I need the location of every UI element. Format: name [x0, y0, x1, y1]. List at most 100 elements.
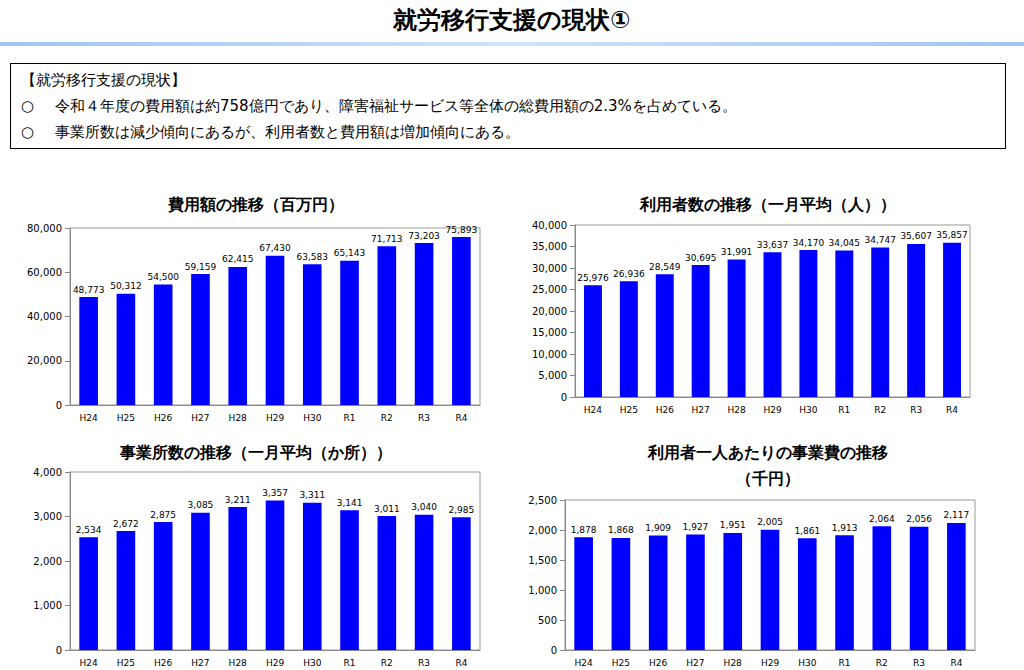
svg-text:2,672: 2,672 — [113, 519, 139, 529]
svg-text:H26: H26 — [656, 405, 674, 415]
svg-text:H30: H30 — [303, 658, 321, 668]
svg-text:R2: R2 — [874, 405, 886, 415]
svg-text:3,311: 3,311 — [299, 490, 325, 500]
svg-text:33,637: 33,637 — [757, 240, 789, 250]
svg-text:73,203: 73,203 — [408, 231, 440, 241]
svg-text:1,878: 1,878 — [571, 525, 597, 535]
svg-text:R1: R1 — [838, 405, 850, 415]
svg-text:3,040: 3,040 — [411, 502, 437, 512]
svg-text:H29: H29 — [763, 405, 781, 415]
svg-text:15,000: 15,000 — [532, 327, 567, 338]
svg-text:H30: H30 — [799, 405, 817, 415]
svg-text:0: 0 — [561, 392, 567, 403]
svg-text:R3: R3 — [913, 658, 925, 668]
svg-text:35,000: 35,000 — [532, 241, 567, 252]
svg-text:1,913: 1,913 — [832, 523, 858, 533]
svg-text:2,000: 2,000 — [528, 525, 557, 536]
svg-text:利用者数の推移（一月平均（人））: 利用者数の推移（一月平均（人）） — [639, 195, 896, 214]
svg-text:71,713: 71,713 — [371, 234, 403, 244]
svg-text:H27: H27 — [191, 413, 209, 423]
svg-text:2,005: 2,005 — [757, 517, 783, 527]
svg-text:40,000: 40,000 — [27, 311, 62, 322]
svg-text:H29: H29 — [761, 658, 779, 668]
svg-text:34,747: 34,747 — [864, 235, 896, 245]
svg-text:63,583: 63,583 — [297, 252, 329, 262]
svg-text:2,056: 2,056 — [906, 514, 932, 524]
svg-text:20,000: 20,000 — [27, 355, 62, 366]
svg-text:H25: H25 — [620, 405, 638, 415]
svg-text:65,143: 65,143 — [334, 248, 366, 258]
svg-text:H26: H26 — [649, 658, 667, 668]
svg-text:1,927: 1,927 — [683, 522, 709, 532]
svg-text:34,170: 34,170 — [793, 238, 825, 248]
svg-text:H29: H29 — [266, 658, 284, 668]
svg-text:28,549: 28,549 — [649, 262, 681, 272]
svg-text:500: 500 — [538, 615, 557, 626]
svg-text:67,430: 67,430 — [259, 243, 291, 253]
svg-text:R2: R2 — [876, 658, 888, 668]
svg-text:H28: H28 — [727, 405, 745, 415]
svg-text:3,085: 3,085 — [188, 500, 214, 510]
svg-text:35,857: 35,857 — [936, 230, 968, 240]
svg-text:48,773: 48,773 — [73, 285, 105, 295]
svg-text:80,000: 80,000 — [27, 223, 62, 234]
svg-text:2,064: 2,064 — [869, 514, 895, 524]
svg-text:0: 0 — [56, 400, 62, 411]
svg-text:R1: R1 — [344, 658, 356, 668]
svg-text:0: 0 — [551, 645, 557, 656]
svg-text:3,011: 3,011 — [374, 504, 400, 514]
svg-text:R4: R4 — [455, 658, 467, 668]
svg-text:62,415: 62,415 — [222, 254, 254, 264]
svg-text:1,000: 1,000 — [33, 600, 62, 611]
svg-text:2,534: 2,534 — [76, 525, 102, 535]
svg-text:H25: H25 — [117, 658, 135, 668]
svg-text:R4: R4 — [946, 405, 958, 415]
svg-text:5,000: 5,000 — [538, 370, 567, 381]
svg-text:30,695: 30,695 — [685, 253, 717, 263]
svg-text:30,000: 30,000 — [532, 263, 567, 274]
svg-text:10,000: 10,000 — [532, 349, 567, 360]
svg-text:3,357: 3,357 — [262, 488, 288, 498]
svg-text:60,000: 60,000 — [27, 267, 62, 278]
svg-text:1,000: 1,000 — [528, 585, 557, 596]
svg-text:事業所数の推移（一月平均（か所））: 事業所数の推移（一月平均（か所）） — [119, 443, 392, 462]
svg-text:1,951: 1,951 — [720, 520, 746, 530]
svg-text:25,976: 25,976 — [577, 273, 609, 283]
svg-text:H25: H25 — [117, 413, 135, 423]
svg-text:1,909: 1,909 — [645, 523, 671, 533]
svg-text:H25: H25 — [612, 658, 630, 668]
svg-text:35,607: 35,607 — [900, 231, 932, 241]
svg-text:4,000: 4,000 — [33, 467, 62, 478]
svg-text:H26: H26 — [154, 413, 172, 423]
svg-text:2,875: 2,875 — [150, 510, 176, 520]
svg-text:費用額の推移（百万円）: 費用額の推移（百万円） — [167, 195, 344, 214]
svg-text:50,312: 50,312 — [110, 281, 142, 291]
svg-text:2,117: 2,117 — [943, 510, 969, 520]
svg-text:2,500: 2,500 — [528, 495, 557, 506]
svg-text:H24: H24 — [575, 658, 593, 668]
svg-text:R2: R2 — [381, 658, 393, 668]
svg-text:R3: R3 — [418, 413, 430, 423]
svg-text:H27: H27 — [191, 658, 209, 668]
svg-text:R4: R4 — [455, 413, 467, 423]
svg-text:H29: H29 — [266, 413, 284, 423]
svg-text:1,868: 1,868 — [608, 525, 634, 535]
svg-text:3,211: 3,211 — [225, 495, 251, 505]
svg-text:54,500: 54,500 — [147, 272, 179, 282]
svg-text:H24: H24 — [584, 405, 602, 415]
svg-text:59,159: 59,159 — [185, 262, 217, 272]
svg-text:2,000: 2,000 — [33, 556, 62, 567]
svg-text:R3: R3 — [418, 658, 430, 668]
svg-text:R4: R4 — [950, 658, 962, 668]
svg-text:3,141: 3,141 — [337, 498, 363, 508]
svg-text:75,893: 75,893 — [446, 225, 478, 235]
svg-text:26,936: 26,936 — [613, 269, 645, 279]
svg-text:25,000: 25,000 — [532, 284, 567, 295]
svg-text:3,000: 3,000 — [33, 511, 62, 522]
svg-text:20,000: 20,000 — [532, 306, 567, 317]
svg-text:1,500: 1,500 — [528, 555, 557, 566]
svg-text:0: 0 — [56, 645, 62, 656]
svg-text:R3: R3 — [910, 405, 922, 415]
svg-text:H27: H27 — [692, 405, 710, 415]
svg-text:H28: H28 — [229, 658, 247, 668]
